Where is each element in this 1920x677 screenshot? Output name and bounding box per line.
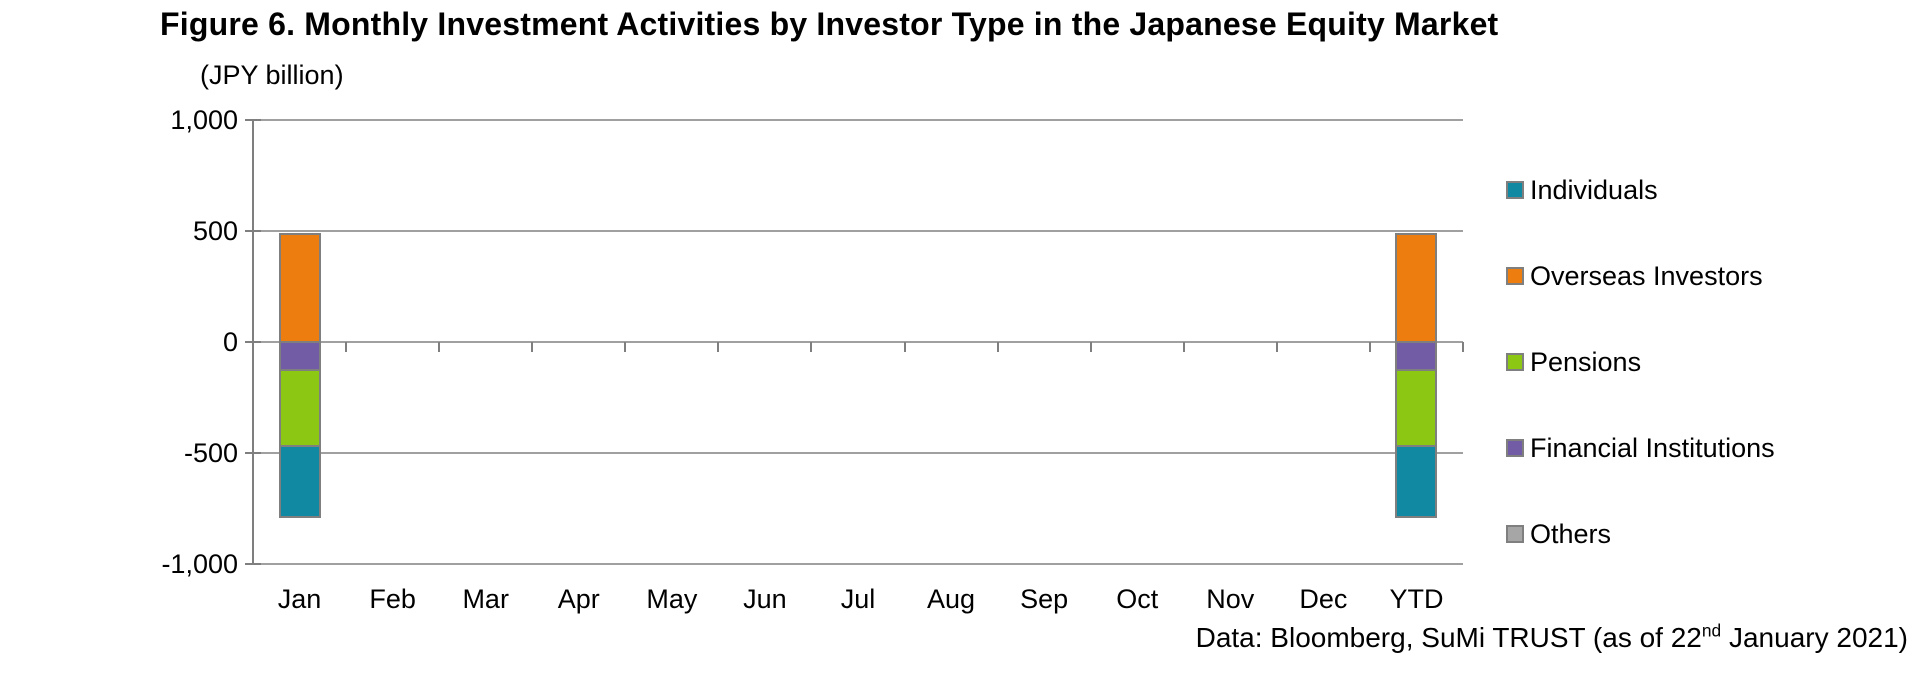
x-axis-tick: [1368, 342, 1371, 352]
x-axis-tick: [1275, 342, 1278, 352]
bar-outline: [278, 233, 321, 519]
x-axis-tick: [345, 342, 348, 352]
bar-segment-divider: [278, 341, 321, 343]
chart-legend: Individuals Overseas Investors Pensions Fin…: [1506, 0, 1916, 677]
bar-segment-divider: [278, 445, 321, 448]
y-tick-label: -1,000: [161, 549, 238, 579]
grid-line: [253, 452, 1463, 454]
bar-segment-financial-institutions: [1395, 342, 1438, 370]
legend-label: Others: [1530, 518, 1612, 549]
x-axis-tick: [810, 342, 813, 352]
data-source-note: Data: Bloomberg, SuMi TRUST (as of 22nd …: [0, 622, 1908, 654]
x-axis-tick: [252, 342, 254, 352]
legend-label: Pensions: [1530, 346, 1642, 377]
x-axis-tick: [1182, 342, 1185, 352]
source-note-prefix: Data: Bloomberg, SuMi TRUST (as of 22: [1195, 622, 1702, 653]
bar-segment-divider: [1395, 368, 1438, 371]
x-axis-tick: [1462, 342, 1464, 352]
y-tick-label: 1,000: [170, 105, 238, 135]
x-tick-label: Apr: [557, 584, 600, 614]
x-axis-tick: [438, 342, 441, 352]
x-tick-label: Aug: [927, 584, 976, 614]
bar-segment-divider: [1395, 445, 1438, 448]
legend-swatch-icon: [1506, 267, 1524, 285]
y-tick-label: 0: [222, 327, 238, 357]
y-axis-unit-label: (JPY billion): [200, 60, 344, 90]
bar-segment-overseas-investors: [278, 233, 321, 342]
y-tick-label: -500: [183, 438, 238, 468]
x-axis-tick: [1089, 342, 1092, 352]
bar-outline: [1395, 233, 1438, 519]
legend-label: Individuals: [1530, 174, 1658, 205]
x-tick-label: Feb: [369, 584, 416, 614]
legend-label: Financial Institutions: [1530, 432, 1775, 463]
bar-segment-divider: [278, 368, 321, 371]
bar-segment-divider: [1395, 341, 1438, 343]
legend-item-others: Others: [1506, 514, 1611, 554]
grid-line: [253, 563, 1463, 565]
legend-item-financial-institutions: Financial Institutions: [1506, 428, 1775, 468]
bar-segment-individuals: [278, 446, 321, 519]
legend-swatch-icon: [1506, 439, 1524, 457]
bar-segment-financial-institutions: [278, 342, 321, 370]
legend-swatch-icon: [1506, 353, 1524, 371]
legend-item-pensions: Pensions: [1506, 342, 1641, 382]
x-tick-label: Sep: [1020, 584, 1069, 614]
source-note-superscript: nd: [1701, 620, 1722, 641]
legend-label: Overseas Investors: [1530, 260, 1763, 291]
grid-line: [253, 230, 1463, 232]
x-tick-label: May: [646, 584, 698, 614]
bar-segment-overseas-investors: [1395, 233, 1438, 342]
x-axis-tick: [996, 342, 999, 352]
legend-item-individuals: Individuals: [1506, 170, 1658, 210]
legend-swatch-icon: [1506, 181, 1524, 199]
bar-segment-individuals: [1395, 446, 1438, 519]
grid-line: [253, 119, 1463, 121]
x-tick-label: Nov: [1206, 584, 1255, 614]
x-axis-tick: [717, 342, 720, 352]
x-tick-label: Jul: [840, 584, 876, 614]
bar-segment-pensions: [1395, 369, 1438, 447]
grid-line: [253, 341, 1463, 343]
legend-swatch-icon: [1506, 525, 1524, 543]
x-tick-label: Jun: [743, 584, 787, 614]
bar-segment-pensions: [278, 369, 321, 447]
source-note-suffix: January 2021): [1721, 622, 1908, 653]
y-tick-label: 500: [192, 216, 238, 246]
x-tick-label: Dec: [1299, 584, 1348, 614]
legend-item-overseas-investors: Overseas Investors: [1506, 256, 1763, 296]
x-axis-tick: [624, 342, 627, 352]
x-axis-tick: [531, 342, 534, 352]
x-tick-label: Mar: [462, 584, 509, 614]
x-axis-tick: [903, 342, 906, 352]
chart-title: Figure 6. Monthly Investment Activities …: [160, 6, 1499, 42]
x-tick-label: Oct: [1116, 584, 1159, 614]
x-tick-label: Jan: [277, 584, 322, 614]
x-tick-label: YTD: [1389, 584, 1444, 614]
